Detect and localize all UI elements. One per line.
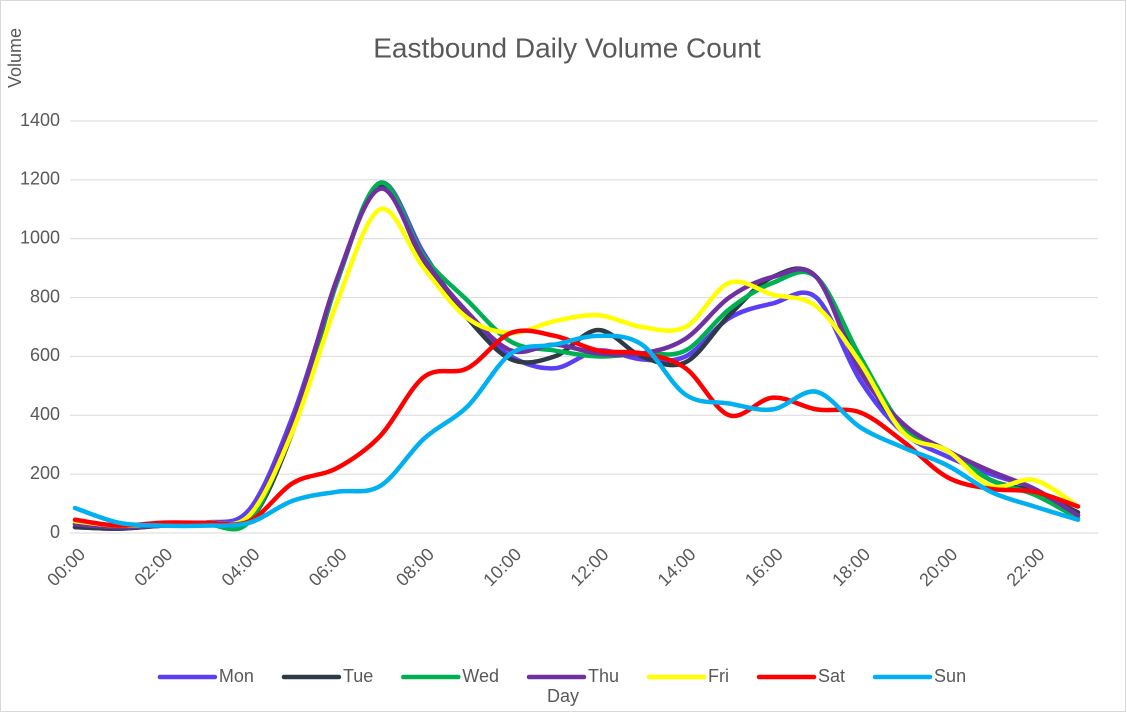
lines <box>72 180 1081 532</box>
y-tick-label: 200 <box>30 463 60 483</box>
y-tick-label: 800 <box>30 286 60 306</box>
y-axis-title: Volume <box>5 28 25 88</box>
legend-label: Sun <box>934 666 966 686</box>
y-tick-label: 1400 <box>20 110 60 130</box>
legend-label: Wed <box>462 666 499 686</box>
y-tick-label: 400 <box>30 404 60 424</box>
y-tick-label: 1000 <box>20 227 60 247</box>
series-line <box>72 333 1081 529</box>
legend-label: Tue <box>343 666 373 686</box>
legend-label: Thu <box>588 666 619 686</box>
y-tick-label: 600 <box>30 345 60 365</box>
legend-label: Mon <box>219 666 254 686</box>
legend: Mon Tue Wed Thu Fri Sat Sun <box>157 666 966 686</box>
legend-label: Fri <box>708 666 729 686</box>
y-tick-label: 1200 <box>20 169 60 189</box>
series-line <box>72 206 1081 528</box>
legend-label: Sat <box>818 666 845 686</box>
chart-title: Eastbound Daily Volume Count <box>373 32 761 63</box>
y-tick-label: 0 <box>50 522 60 542</box>
x-axis-title: Day <box>547 686 579 706</box>
